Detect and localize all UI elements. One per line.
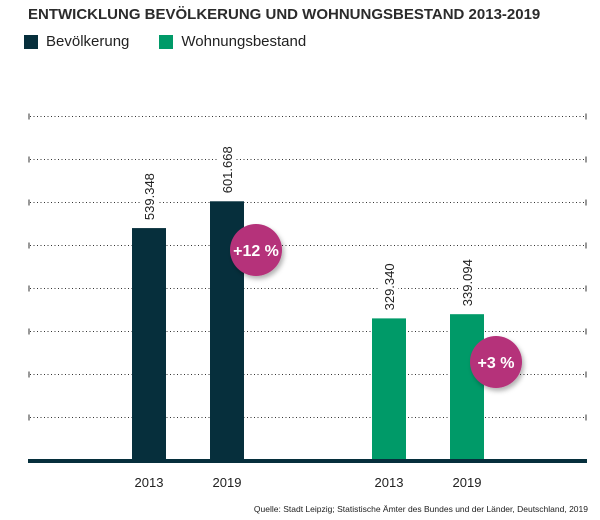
bar-value-label: 601.668 [220, 146, 235, 193]
bar [372, 318, 406, 460]
bar-label-bg [218, 139, 236, 196]
change-badge [230, 224, 282, 276]
change-badge-label: +12 % [233, 243, 279, 260]
legend: Bevölkerung Wohnungsbestand [24, 33, 306, 50]
x-tick-label: 2013 [375, 475, 404, 490]
x-tick-label: 2013 [135, 475, 164, 490]
legend-item-wohnungsbestand: Wohnungsbestand [159, 33, 306, 50]
legend-label: Bevölkerung [46, 33, 130, 50]
chart-plot: 539.348 2013 601.668 2019 +12 % 329.340 2013 33… [28, 113, 587, 490]
change-badge-label: +3 % [478, 355, 515, 372]
x-tick-label: 2019 [453, 475, 482, 490]
source-note: Quelle: Stadt Leipzig; Statistische Ämte… [253, 504, 588, 514]
bar-value-label: 339.094 [460, 259, 475, 306]
bar-value-label: 539.348 [142, 173, 157, 220]
x-axis-baseline [28, 459, 587, 463]
bar-label-bg [380, 256, 398, 313]
bar-label-bg [458, 252, 476, 309]
x-tick-label: 2019 [213, 475, 242, 490]
bar-value-label: 329.340 [382, 263, 397, 310]
legend-swatch [24, 34, 38, 49]
legend-item-bevoelkerung: Bevölkerung [24, 33, 129, 50]
change-badge [470, 336, 522, 388]
bar-label-bg [140, 166, 158, 223]
bar [450, 314, 484, 460]
bar [132, 228, 166, 460]
chart-title: ENTWICKLUNG BEVÖLKERUNG UND WOHNUNGSBEST… [28, 6, 541, 23]
legend-swatch [159, 34, 174, 49]
legend-label: Wohnungsbestand [181, 33, 307, 50]
